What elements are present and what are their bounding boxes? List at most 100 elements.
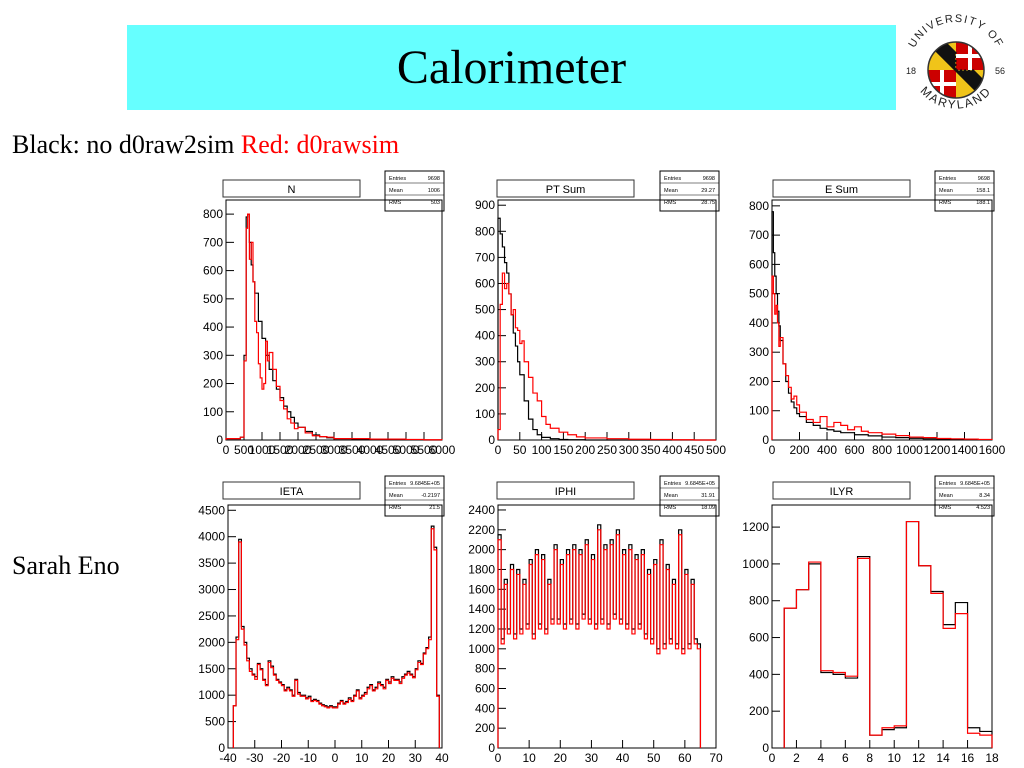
x-tick-label: 450 bbox=[684, 443, 704, 457]
stats-label: RMS bbox=[664, 200, 677, 206]
histogram-title: PT Sum bbox=[546, 184, 586, 196]
histogram-title: IPHI bbox=[555, 486, 576, 498]
page-title: Calorimeter bbox=[396, 41, 627, 94]
y-tick-label: 600 bbox=[749, 257, 769, 271]
x-tick-label: 1400 bbox=[951, 443, 978, 457]
y-tick-label: 100 bbox=[749, 404, 769, 418]
y-tick-label: 0 bbox=[762, 433, 769, 447]
y-tick-label: 1500 bbox=[198, 662, 225, 676]
x-tick-label: 1000 bbox=[249, 443, 276, 457]
x-tick-label: 40 bbox=[435, 751, 449, 765]
x-tick-label: 500 bbox=[706, 443, 726, 457]
stats-value: 28.75 bbox=[701, 200, 715, 206]
x-tick-label: -20 bbox=[273, 751, 291, 765]
y-tick-label: 200 bbox=[749, 704, 769, 718]
histogram-panel: PT Sum Entries 9698 Mean 29.27 RMS 28.75 0 100 20… bbox=[475, 170, 726, 457]
x-tick-label: 4000 bbox=[357, 443, 384, 457]
x-tick-label: 350 bbox=[641, 443, 661, 457]
y-tick-label: 300 bbox=[475, 355, 495, 369]
histogram-title: N bbox=[288, 184, 296, 196]
stats-label: Entries bbox=[939, 481, 956, 487]
stats-box bbox=[659, 475, 720, 517]
x-tick-label: 250 bbox=[597, 443, 617, 457]
x-tick-label: 1600 bbox=[979, 443, 1006, 457]
y-tick-label: 200 bbox=[475, 721, 495, 735]
stats-value: 18.09 bbox=[701, 505, 715, 511]
stats-value: 9.6845E+05 bbox=[960, 481, 990, 487]
stats-label: RMS bbox=[389, 505, 402, 511]
stats-label: Entries bbox=[939, 176, 956, 182]
stats-value: 9698 bbox=[428, 176, 440, 182]
histogram-series-line bbox=[783, 520, 993, 748]
x-tick-label: 3500 bbox=[339, 443, 366, 457]
x-tick-label: 30 bbox=[585, 751, 599, 765]
x-tick-label: 2500 bbox=[303, 443, 330, 457]
histogram-title: E Sum bbox=[825, 184, 858, 196]
y-tick-label: 0 bbox=[762, 741, 769, 755]
stats-value: 1006 bbox=[428, 188, 440, 194]
y-tick-label: 0 bbox=[216, 433, 223, 447]
x-tick-label: -10 bbox=[300, 751, 318, 765]
y-tick-label: 100 bbox=[203, 405, 223, 419]
x-tick-label: 4500 bbox=[375, 443, 402, 457]
x-tick-label: 10 bbox=[522, 751, 536, 765]
stats-value: 21.5 bbox=[429, 505, 440, 511]
y-tick-label: 1200 bbox=[742, 520, 769, 534]
histogram-title: ILYR bbox=[830, 486, 854, 498]
histogram-series-line bbox=[783, 520, 993, 748]
histogram-panel: IPHI Entries 9.6845E+05 Mean 31.91 RMS 18.09 0 2… bbox=[468, 475, 723, 765]
stats-value: 9.6845E+05 bbox=[410, 481, 440, 487]
x-tick-label: 0 bbox=[495, 751, 502, 765]
histogram-title-box bbox=[772, 481, 911, 500]
y-tick-label: 2500 bbox=[198, 609, 225, 623]
stats-value: 9698 bbox=[978, 176, 990, 182]
x-tick-label: 1500 bbox=[267, 443, 294, 457]
histogram-series-line bbox=[771, 211, 993, 441]
y-tick-label: 100 bbox=[475, 407, 495, 421]
y-tick-label: 2000 bbox=[468, 543, 495, 557]
x-tick-label: 600 bbox=[844, 443, 864, 457]
x-tick-label: 0 bbox=[769, 751, 776, 765]
stats-label: Entries bbox=[389, 481, 406, 487]
x-tick-label: -40 bbox=[219, 751, 237, 765]
stats-value: -0.2197 bbox=[421, 493, 440, 499]
x-tick-label: 150 bbox=[553, 443, 573, 457]
y-tick-label: 600 bbox=[749, 631, 769, 645]
stats-value: 8.34 bbox=[979, 493, 990, 499]
stats-box bbox=[934, 170, 995, 212]
y-tick-label: 2000 bbox=[198, 635, 225, 649]
histogram-title-box bbox=[772, 179, 911, 198]
x-tick-label: 300 bbox=[619, 443, 639, 457]
x-tick-label: 1000 bbox=[896, 443, 923, 457]
stats-value: 503 bbox=[431, 200, 440, 206]
y-tick-label: 4500 bbox=[198, 503, 225, 517]
histogram-series-line bbox=[232, 525, 440, 748]
x-tick-label: 4 bbox=[818, 751, 825, 765]
x-tick-label: 16 bbox=[961, 751, 975, 765]
histogram-series-line bbox=[225, 213, 442, 441]
stats-box bbox=[384, 170, 445, 212]
y-tick-label: 800 bbox=[749, 594, 769, 608]
y-tick-label: 400 bbox=[475, 701, 495, 715]
x-tick-label: 2 bbox=[793, 751, 800, 765]
stats-label: Mean bbox=[939, 188, 953, 194]
stats-label: Entries bbox=[389, 176, 406, 182]
x-tick-label: 400 bbox=[817, 443, 837, 457]
histogram-title-box bbox=[222, 179, 361, 198]
legend-description: Black: no d0raw2sim Red: d0rawsim bbox=[12, 130, 399, 160]
x-tick-label: 3000 bbox=[321, 443, 348, 457]
histogram-series-line bbox=[225, 213, 443, 441]
x-tick-label: 200 bbox=[575, 443, 595, 457]
stats-label: Mean bbox=[939, 493, 953, 499]
y-tick-label: 500 bbox=[749, 287, 769, 301]
histogram-panel: E Sum Entries 9698 Mean 158.1 RMS 188.1 0 100 200… bbox=[749, 170, 1006, 457]
author-name: Sarah Eno bbox=[12, 551, 120, 580]
y-tick-label: 1400 bbox=[468, 602, 495, 616]
histogram-title-box bbox=[496, 481, 635, 500]
stats-value: 29.27 bbox=[701, 188, 715, 194]
y-tick-label: 500 bbox=[475, 303, 495, 317]
y-tick-label: 1000 bbox=[198, 688, 225, 702]
y-tick-label: 4000 bbox=[198, 530, 225, 544]
red-series-description: Red: d0rawsim bbox=[240, 130, 400, 159]
y-tick-label: 3000 bbox=[198, 583, 225, 597]
